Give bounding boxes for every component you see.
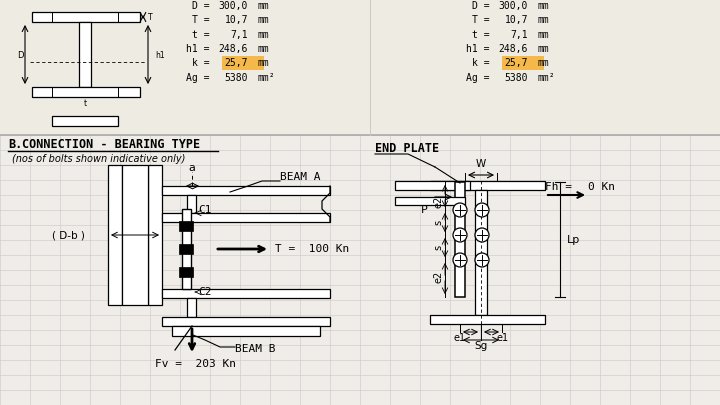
Text: W: W <box>476 159 486 169</box>
Text: t: t <box>84 98 86 107</box>
Text: T =: T = <box>192 15 210 25</box>
Text: Fh =: Fh = <box>545 182 572 192</box>
Text: s: s <box>433 245 443 249</box>
Bar <box>79 22 91 87</box>
Bar <box>108 165 122 305</box>
Text: 300,0: 300,0 <box>219 1 248 11</box>
Bar <box>430 315 545 324</box>
Bar <box>222 56 264 70</box>
Text: e2: e2 <box>433 271 443 283</box>
Bar <box>187 298 196 317</box>
Text: a: a <box>189 163 195 173</box>
Text: 248,6: 248,6 <box>499 44 528 54</box>
Bar <box>148 165 162 305</box>
Text: Sg: Sg <box>474 341 487 351</box>
Text: mm: mm <box>258 44 270 54</box>
Text: mm: mm <box>538 44 550 54</box>
Text: 25,7: 25,7 <box>225 58 248 68</box>
Bar <box>162 289 330 298</box>
Bar <box>179 221 193 231</box>
Bar <box>162 317 330 326</box>
Text: 10,7: 10,7 <box>225 15 248 25</box>
Circle shape <box>453 228 467 242</box>
Text: 5380: 5380 <box>505 73 528 83</box>
Text: Ag =: Ag = <box>186 73 210 83</box>
Text: 0 Kn: 0 Kn <box>588 182 615 192</box>
Text: Ag =: Ag = <box>467 73 490 83</box>
Text: D: D <box>17 51 23 60</box>
Text: e2: e2 <box>433 196 443 208</box>
Text: P: P <box>421 205 428 215</box>
Text: (nos of bolts shown indicative only): (nos of bolts shown indicative only) <box>12 154 185 164</box>
Text: t =: t = <box>192 30 210 40</box>
Text: T =: T = <box>472 15 490 25</box>
Text: mm: mm <box>258 1 270 11</box>
Text: mm: mm <box>538 1 550 11</box>
Text: mm: mm <box>538 30 550 40</box>
Bar <box>0 0 720 135</box>
Text: CONNECTION - BEARING TYPE: CONNECTION - BEARING TYPE <box>22 139 200 151</box>
Text: Lp: Lp <box>567 235 580 245</box>
Bar <box>179 267 193 277</box>
Bar <box>179 244 193 254</box>
Text: mm: mm <box>258 30 270 40</box>
Bar <box>475 190 487 315</box>
Text: BEAM B: BEAM B <box>235 344 276 354</box>
Text: k =: k = <box>192 58 210 68</box>
Text: C2: C2 <box>198 287 212 297</box>
Text: h1 =: h1 = <box>467 44 490 54</box>
Bar <box>172 326 320 336</box>
Bar <box>455 182 465 297</box>
Bar <box>502 56 544 70</box>
Text: h1: h1 <box>155 51 165 60</box>
Text: e1: e1 <box>454 333 466 343</box>
Circle shape <box>475 253 489 267</box>
Bar <box>122 165 148 305</box>
Text: ( D-b ): ( D-b ) <box>52 230 84 240</box>
Bar <box>162 186 330 195</box>
Text: e1: e1 <box>497 333 509 343</box>
Text: T: T <box>148 13 153 21</box>
Text: END PLATE: END PLATE <box>375 141 439 154</box>
Text: T =  100 Kn: T = 100 Kn <box>275 244 349 254</box>
Text: k =: k = <box>472 58 490 68</box>
Text: D =: D = <box>472 1 490 11</box>
Text: 10,7: 10,7 <box>505 15 528 25</box>
Bar <box>162 213 330 222</box>
Text: B.: B. <box>8 139 22 151</box>
Text: Fv =  203 Kn: Fv = 203 Kn <box>155 359 236 369</box>
Text: 248,6: 248,6 <box>219 44 248 54</box>
Text: mm²: mm² <box>258 73 276 83</box>
Text: 7,1: 7,1 <box>510 30 528 40</box>
Circle shape <box>475 203 489 217</box>
Bar <box>32 87 140 97</box>
Bar <box>52 116 118 126</box>
Text: C1: C1 <box>198 205 212 215</box>
Circle shape <box>475 228 489 242</box>
Text: 25,7: 25,7 <box>505 58 528 68</box>
Text: 300,0: 300,0 <box>499 1 528 11</box>
Text: s: s <box>433 220 443 224</box>
Bar <box>187 195 196 213</box>
Text: h1 =: h1 = <box>186 44 210 54</box>
Text: t =: t = <box>472 30 490 40</box>
Text: mm: mm <box>538 58 550 68</box>
Text: mm: mm <box>258 58 270 68</box>
Text: mm²: mm² <box>538 73 556 83</box>
Bar <box>32 12 140 22</box>
Bar <box>430 181 545 190</box>
Text: D =: D = <box>192 1 210 11</box>
Text: mm: mm <box>538 15 550 25</box>
Circle shape <box>453 253 467 267</box>
Text: mm: mm <box>258 15 270 25</box>
Text: 7,1: 7,1 <box>230 30 248 40</box>
Text: BEAM A: BEAM A <box>280 172 320 182</box>
Bar <box>395 197 465 205</box>
Text: 5380: 5380 <box>225 73 248 83</box>
Bar <box>395 181 470 190</box>
Circle shape <box>453 203 467 217</box>
Bar <box>182 209 191 289</box>
